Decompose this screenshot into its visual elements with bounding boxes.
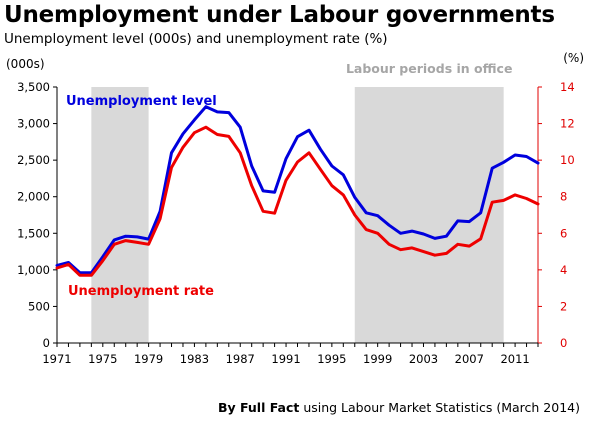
left-tick-label: 2,500 [17, 153, 50, 167]
right-tick-label: 14 [560, 80, 575, 94]
chart-title: Unemployment under Labour governments [4, 2, 555, 28]
left-tick-label: 3,500 [17, 80, 50, 94]
chart-subtitle: Unemployment level (000s) and unemployme… [4, 31, 388, 47]
left-tick-label: 0 [43, 336, 50, 350]
left-tick-label: 1,000 [17, 263, 50, 277]
x-tick-label: 1987 [226, 352, 255, 366]
x-tick-label: 1995 [317, 352, 346, 366]
x-tick-label: 1999 [363, 352, 392, 366]
left-tick-label: 500 [28, 299, 50, 313]
x-tick-label: 2007 [455, 352, 484, 366]
unemployment-level-label: Unemployment level [66, 94, 217, 109]
left-tick-label: 2,000 [17, 190, 50, 204]
right-tick-label: 12 [560, 117, 575, 131]
source-author: By Full Fact [217, 400, 300, 415]
right-tick-label: 0 [560, 336, 567, 350]
right-tick-label: 6 [560, 226, 567, 240]
source-text: using Labour Market Statistics (March 20… [299, 400, 580, 415]
shaded-region-label: Labour periods in office [346, 61, 513, 76]
x-tick-label: 1971 [42, 352, 71, 366]
right-tick-label: 8 [560, 190, 567, 204]
x-tick-label: 1983 [180, 352, 209, 366]
x-tick-label: 1991 [271, 352, 300, 366]
x-tick-label: 2003 [409, 352, 438, 366]
right-tick-label: 2 [560, 299, 567, 313]
unemployment-level-line [55, 105, 540, 275]
x-tick-label: 1979 [134, 352, 163, 366]
source-footer: By Full Fact using Labour Market Statist… [218, 400, 580, 415]
unemployment-rate-label: Unemployment rate [68, 284, 214, 299]
unemployment-rate-line [55, 125, 540, 277]
x-tick-label: 1975 [88, 352, 117, 366]
left-axis-unit-label: (000s) [6, 57, 45, 71]
right-tick-label: 10 [560, 153, 575, 167]
x-tick-label: 2011 [500, 352, 529, 366]
unemployment-chart: Labour periods in office 0 500 1,000 1,500 2,… [6, 51, 584, 366]
right-tick-label: 4 [560, 263, 567, 277]
labour-period-shade-0 [91, 87, 149, 343]
right-axis-unit-label: (%) [563, 51, 584, 65]
left-tick-label: 3,000 [17, 117, 50, 131]
left-tick-label: 1,500 [17, 226, 50, 240]
